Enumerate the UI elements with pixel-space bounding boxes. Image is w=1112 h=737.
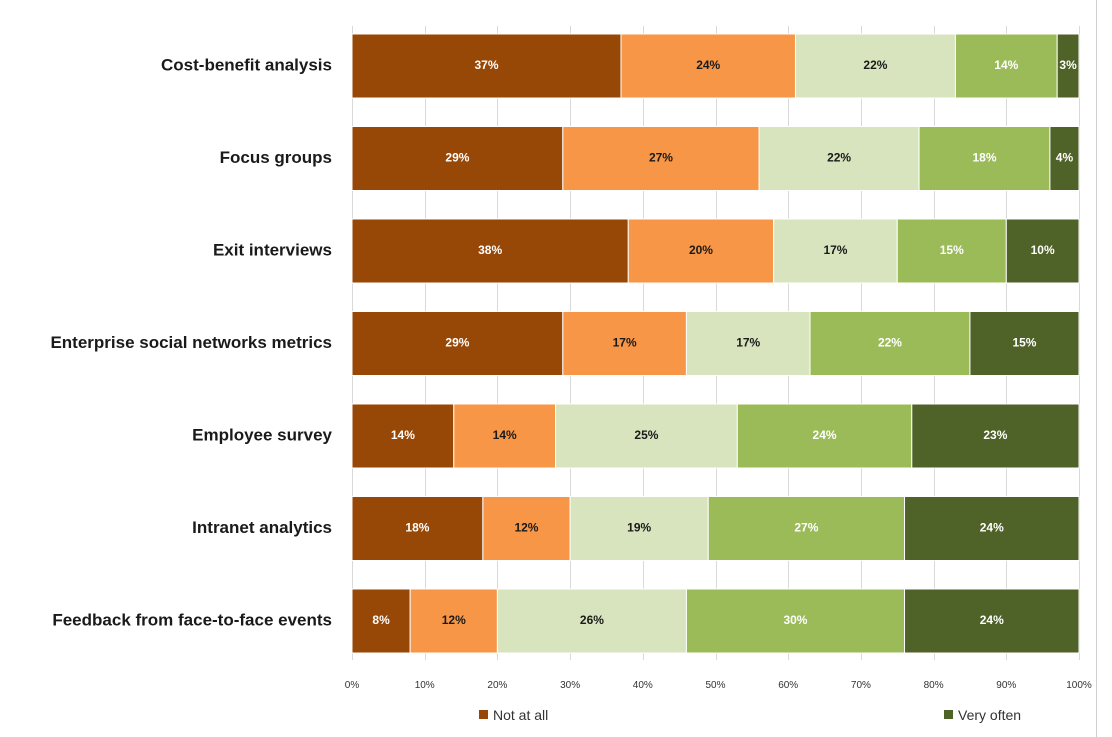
bar-segment (351, 311, 564, 376)
data-label: 24% (980, 613, 1004, 627)
legend-label: Very often (958, 707, 1021, 723)
bar-segment (453, 403, 557, 469)
x-tick-label: 40% (633, 680, 653, 691)
category-label: Intranet analytics (192, 518, 332, 537)
bar-segment (562, 311, 687, 376)
bar-segment (351, 588, 411, 654)
right-frame-border (1096, 0, 1097, 737)
data-label: 12% (514, 521, 538, 535)
bar-segment (627, 218, 775, 284)
data-label: 17% (613, 336, 637, 350)
category-label: Focus groups (220, 148, 332, 167)
bar-segment (409, 588, 498, 654)
data-label: 29% (445, 151, 469, 165)
bar-segment (954, 33, 1058, 99)
bar-segment (555, 403, 738, 469)
data-label: 27% (649, 151, 673, 165)
bar-segment (496, 588, 687, 654)
legend-swatch (479, 710, 488, 719)
bar-segment (896, 218, 1007, 284)
data-label: 4% (1056, 151, 1074, 165)
x-tick-label: 20% (487, 680, 507, 691)
x-tick-label: 100% (1066, 680, 1092, 691)
x-tick-label: 80% (924, 680, 944, 691)
data-label: 22% (863, 58, 887, 72)
bar-segment (911, 403, 1080, 469)
category-label: Cost-benefit analysis (161, 55, 332, 74)
data-label: 38% (478, 243, 502, 257)
data-label: 23% (983, 428, 1007, 442)
x-tick-label: 10% (415, 680, 435, 691)
bar-segment (969, 311, 1080, 376)
category-label: Exit interviews (213, 240, 332, 259)
data-label: 3% (1059, 58, 1077, 72)
x-tick-label: 0% (345, 680, 360, 691)
bar-segment (351, 496, 484, 561)
bar-segment (1005, 218, 1080, 284)
legend-swatch (944, 710, 953, 719)
bar-segment (685, 311, 811, 376)
bar-segment (351, 126, 564, 191)
category-label: Employee survey (192, 425, 332, 444)
bar-segment (351, 33, 622, 99)
bar-segment (904, 588, 1080, 654)
bar-segment (1056, 33, 1080, 99)
bar-segment (685, 588, 906, 654)
bar-segment (351, 218, 629, 284)
data-label: 26% (580, 613, 604, 627)
bar-segment (773, 218, 898, 284)
x-tick-label: 60% (778, 680, 798, 691)
category-label: Feedback from face-to-face events (52, 610, 332, 629)
data-label: 10% (1031, 243, 1055, 257)
data-label: 25% (634, 428, 658, 442)
bar-segment (758, 126, 920, 191)
data-label: 12% (442, 613, 466, 627)
bar-segment (794, 33, 956, 99)
data-label: 22% (878, 336, 902, 350)
bar-segment (736, 403, 913, 469)
bar-segment (562, 126, 760, 191)
data-label: 22% (827, 151, 851, 165)
bar-segment (707, 496, 906, 561)
x-tick-label: 90% (996, 680, 1016, 691)
data-label: 14% (493, 428, 517, 442)
x-tick-label: 50% (705, 680, 725, 691)
data-label: 20% (689, 243, 713, 257)
data-label: 27% (794, 521, 818, 535)
category-label: Enterprise social networks metrics (50, 333, 332, 352)
legend-label: Not at all (493, 707, 548, 723)
data-label: 24% (980, 521, 1004, 535)
bar-segment (918, 126, 1051, 191)
data-label: 18% (405, 521, 429, 535)
data-label: 29% (445, 336, 469, 350)
x-tick-label: 30% (560, 680, 580, 691)
data-label: 30% (783, 613, 807, 627)
data-label: 17% (823, 243, 847, 257)
bar-segment (904, 496, 1080, 561)
data-label: 15% (1012, 336, 1036, 350)
data-label: 19% (627, 521, 651, 535)
data-label: 14% (391, 428, 415, 442)
data-label: 15% (940, 243, 964, 257)
data-label: 14% (994, 58, 1018, 72)
data-label: 24% (696, 58, 720, 72)
data-label: 17% (736, 336, 760, 350)
bar-segment (809, 311, 971, 376)
bar-segment (351, 403, 455, 469)
bar-segment (1049, 126, 1080, 191)
data-label: 24% (813, 428, 837, 442)
data-label: 18% (972, 151, 996, 165)
bar-segment (569, 496, 709, 561)
data-label: 8% (372, 613, 390, 627)
x-tick-label: 70% (851, 680, 871, 691)
bar-segment (620, 33, 796, 99)
data-label: 37% (474, 58, 498, 72)
bar-segment (482, 496, 571, 561)
